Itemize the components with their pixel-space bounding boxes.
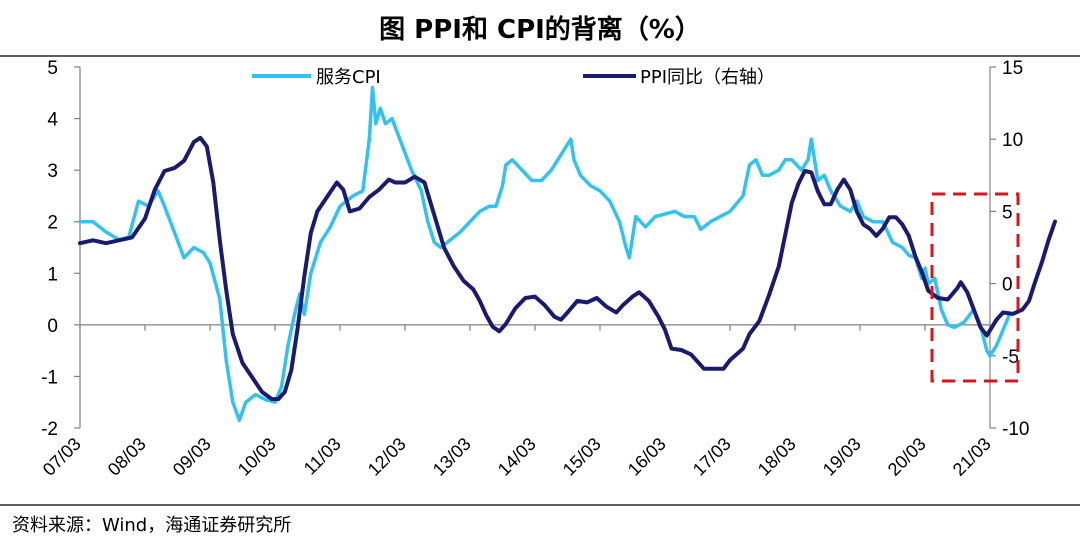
x-tick-label: 21/03 <box>949 434 995 480</box>
left-tick-label: 2 <box>47 213 58 234</box>
left-tick-label: 4 <box>47 110 58 131</box>
right-tick-label: 0 <box>1002 275 1013 296</box>
x-tick-label: 16/03 <box>624 434 670 480</box>
series-layer <box>78 85 1057 423</box>
left-tick-label: 0 <box>47 316 58 337</box>
x-tick-label: 07/03 <box>39 434 85 480</box>
right-tick-label: -10 <box>1002 419 1029 440</box>
x-tick-label: 18/03 <box>754 434 800 480</box>
x-tick-label: 08/03 <box>104 434 150 480</box>
left-tick-label: 3 <box>47 161 58 182</box>
legend-label: 服务CPI <box>316 67 381 88</box>
x-tick-label: 14/03 <box>494 434 540 480</box>
highlight-box <box>930 192 1020 383</box>
x-tick-label: 09/03 <box>169 434 215 480</box>
x-tick-label: 19/03 <box>819 434 865 480</box>
x-tick-label: 20/03 <box>884 434 930 480</box>
x-tick-label: 13/03 <box>429 434 475 480</box>
right-tick-label: 15 <box>1002 58 1023 79</box>
source-note: 资料来源：Wind，海通证券研究所 <box>12 515 291 536</box>
left-tick-label: -1 <box>41 367 58 388</box>
x-tick-label: 12/03 <box>364 434 410 480</box>
chart-title: 图 PPI和 CPI的背离（%） <box>379 14 701 45</box>
right-tick-label: -5 <box>1002 347 1019 368</box>
legend: 服务CPI PPI同比（右轴） <box>252 67 775 88</box>
series-line-ppi-yoy <box>78 135 1057 402</box>
x-tick-label: 11/03 <box>300 434 345 479</box>
series-line-service-cpi <box>78 85 1012 423</box>
x-tick-label: 15/03 <box>559 434 605 480</box>
right-tick-label: 5 <box>1002 202 1013 223</box>
x-tick-label: 17/03 <box>689 434 735 480</box>
left-tick-label: 1 <box>47 264 58 285</box>
legend-label: PPI同比（右轴） <box>640 67 775 88</box>
right-tick-label: 10 <box>1002 130 1023 151</box>
left-tick-label: -2 <box>41 419 58 440</box>
x-tick-label: 10/03 <box>234 434 280 480</box>
left-tick-label: 5 <box>47 58 58 79</box>
